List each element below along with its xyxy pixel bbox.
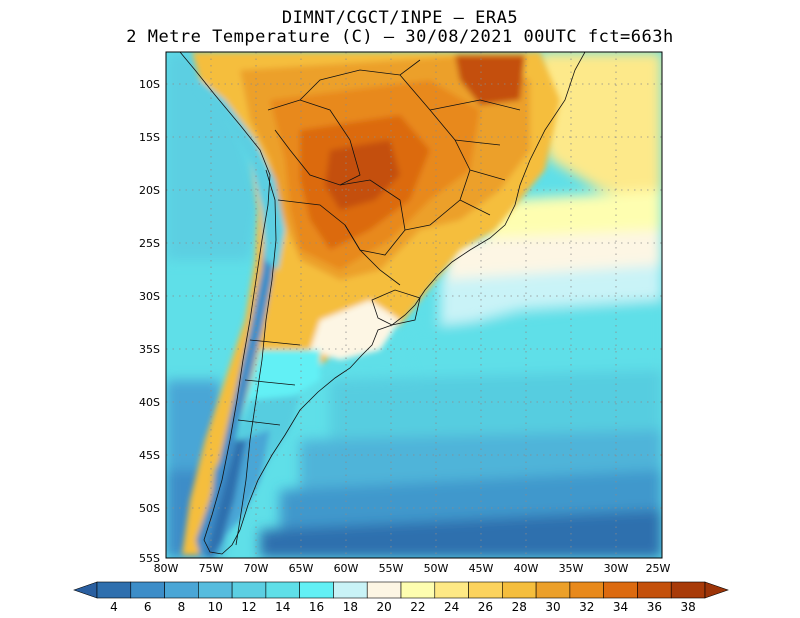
lon-axis: 80W 75W 70W 65W 60W 55W 50W 45W 40W 35W … [154,562,671,575]
lon-tick-label: 60W [334,562,359,575]
ocean-warm-ne [530,52,662,200]
colorbar-label: 8 [178,600,186,614]
map-title-line-1: DIMNT/CGCT/INPE – ERA5 [281,8,519,28]
andes-cold-strip [196,200,280,555]
land-field [182,52,560,556]
colorbar-label: 6 [144,600,152,614]
lat-axis: 10S 15S 20S 25S 30S 35S 40S 45S 50S 55S [139,78,160,565]
lat-tick-label: 25S [139,237,160,250]
colorbar-box [603,581,638,599]
colorbar-box [400,581,436,599]
colorbar-label: 30 [545,600,560,614]
colorbar-label: 24 [444,600,459,614]
colorbar-box [96,581,132,599]
colorbar-label: 10 [208,600,223,614]
map-frame [165,51,663,559]
border-uruguay [371,289,421,326]
lon-tick-label: 55W [379,562,404,575]
land-mild-south [310,300,400,360]
colorbar-box [637,581,672,599]
lat-tick-label: 40S [139,396,160,409]
colorbar-labels: 4 6 8 10 12 14 16 18 20 22 24 26 28 30 32 34 36 38 [110,600,696,614]
colorbar-high-triangle [704,581,729,599]
lon-tick-label: 30W [604,562,629,575]
land-36 [325,140,400,210]
border-patagonia [237,339,301,426]
lon-tick-label: 70W [244,562,269,575]
colorbar-box [333,581,368,599]
lat-tick-label: 55S [139,552,160,565]
colorbar-label: 36 [647,600,662,614]
lon-tick-label: 25W [646,562,671,575]
andes-north-cool [198,80,285,270]
lat-tick-label: 30S [139,290,160,303]
colorbar-box [130,581,165,599]
lat-tick-label: 20S [139,184,160,197]
colorbar-label: 20 [376,600,391,614]
colorbar-box [502,581,537,599]
border-brazil-west [299,59,421,101]
lon-tick-label: 65W [289,562,314,575]
colorbar-box [198,581,233,599]
map-title-line-2: 2 Metre Temperature (C) – 30/08/2021 00U… [126,27,674,47]
colorbar-box [569,581,604,599]
colorbar-box [366,581,402,599]
colorbar-label: 34 [613,600,628,614]
andes-coldest [206,440,246,556]
colorbar-label: 26 [478,600,493,614]
colorbar-box [468,581,503,599]
ocean-12 [330,370,662,450]
colorbar-label: 32 [579,600,594,614]
colorbar-box [265,581,300,599]
colorbar-label: 16 [309,600,324,614]
colorbar-box [535,581,571,599]
lon-tick-label: 75W [199,562,224,575]
land-hot-north [455,55,525,105]
lat-tick-label: 50S [139,502,160,515]
lat-tick-label: 35S [139,343,160,356]
lon-tick-label: 50W [424,562,449,575]
colorbar-label: 28 [512,600,527,614]
colorbar-label: 22 [410,600,425,614]
border-argentina-north [277,199,401,286]
colorbar-box [434,581,469,599]
lat-tick-label: 10S [139,78,160,91]
colorbar-box [231,581,267,599]
lon-tick-label: 40W [514,562,539,575]
colorbar-label: 38 [680,600,695,614]
colorbar-label: 4 [110,600,118,614]
ocean-light [440,265,662,330]
lon-tick-label: 80W [154,562,179,575]
colorbar-box [670,581,706,599]
lon-tick-label: 45W [469,562,494,575]
colorbar-boxes [96,581,706,599]
lat-tick-label: 15S [139,131,160,144]
pacific-warm [166,52,260,260]
border-bolivia [267,99,361,186]
patagonia-16 [235,350,320,470]
temperature-field [166,52,662,558]
colorbar: 4 6 8 10 12 14 16 18 20 22 24 26 28 30 32 34 36 38 [73,581,729,614]
colorbar-label: 14 [275,600,290,614]
colorbar-low-triangle [73,581,98,599]
coastline-and-borders [179,52,586,555]
colorbar-label: 18 [343,600,358,614]
lon-tick-label: 35W [559,562,584,575]
andes-border [235,169,277,546]
colorbar-box [299,581,334,599]
ocean-6 [260,510,662,558]
south-america-coastline [179,52,586,555]
colorbar-label: 12 [241,600,256,614]
colorbar-box [164,581,199,599]
lat-tick-label: 45S [139,449,160,462]
border-brazil-states [399,74,521,231]
